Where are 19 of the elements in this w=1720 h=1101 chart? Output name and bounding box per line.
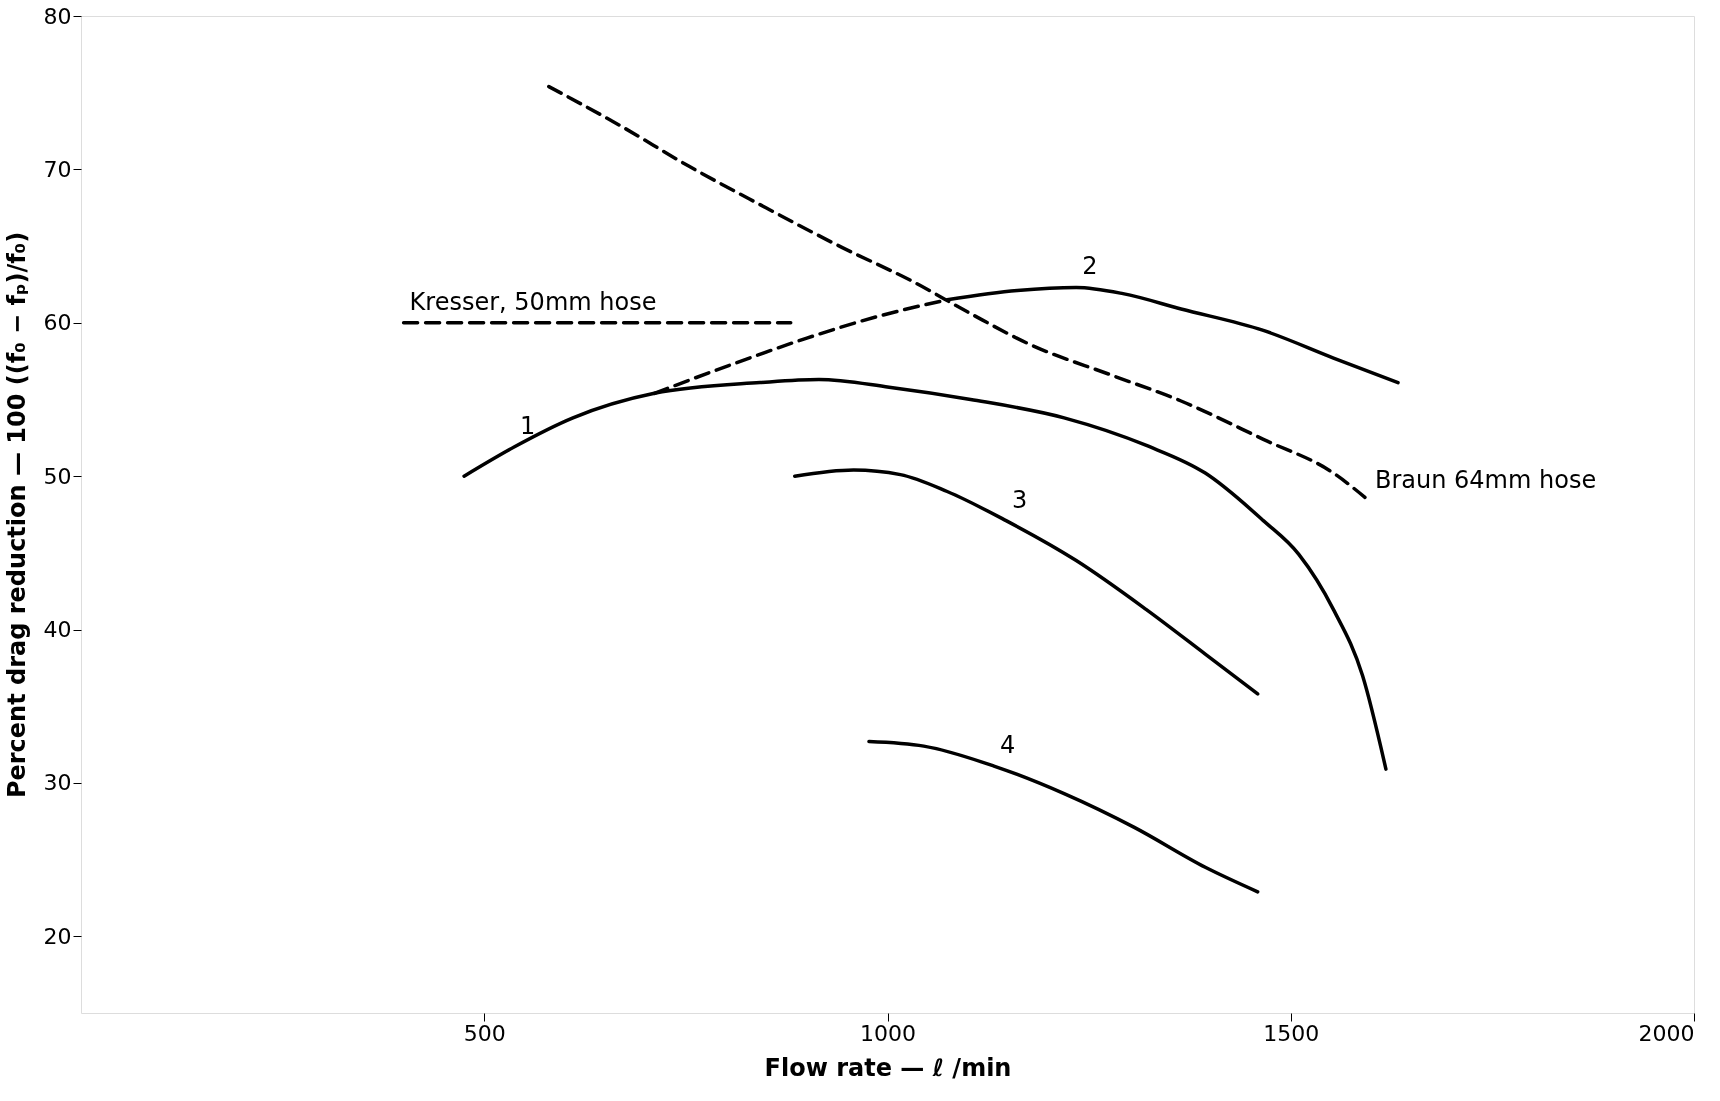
y-tick-label: 40 (43, 617, 72, 643)
x-axis-title: Flow rate — ℓ /min (764, 1053, 1012, 1082)
annotation: 1 (520, 412, 536, 441)
x-tick-label: 1000 (860, 1020, 916, 1046)
annotation: Kresser, 50mm hose (409, 287, 657, 316)
y-tick-label: 60 (43, 310, 72, 336)
y-axis-title: Percent drag reduction — 100 ((f₀ − fₚ)/f₀) (2, 231, 31, 799)
y-tick-label: 50 (43, 463, 72, 489)
annotation: Braun 64mm hose (1374, 465, 1597, 494)
x-tick-label: 2000 (1638, 1020, 1695, 1046)
y-tick-label: 30 (43, 770, 72, 796)
x-tick-label: 1500 (1263, 1020, 1320, 1046)
y-tick-label: 20 (43, 923, 72, 949)
annotation: 2 (1082, 252, 1098, 281)
y-tick-label: 70 (43, 156, 72, 182)
y-tick-label: 80 (43, 3, 72, 29)
annotation: 4 (999, 731, 1016, 760)
x-tick-label: 500 (463, 1020, 506, 1046)
annotation: 3 (1012, 485, 1028, 514)
